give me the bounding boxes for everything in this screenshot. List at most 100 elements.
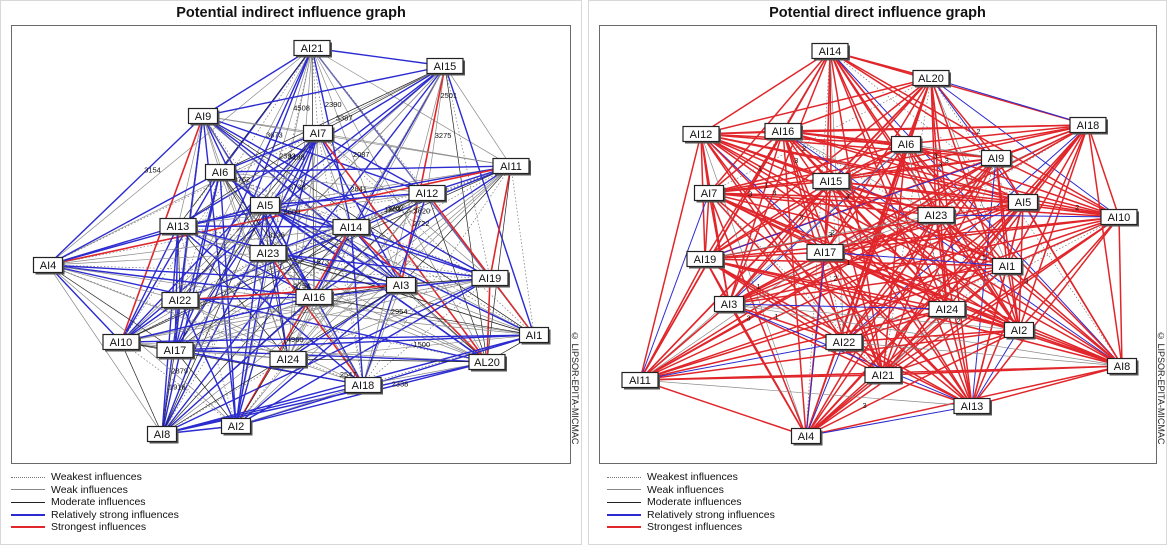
node-ai16[interactable]: AI16 bbox=[296, 290, 334, 307]
edge-weight-label: 3136 bbox=[268, 230, 285, 239]
node-label: AI14 bbox=[340, 222, 363, 234]
node-ai24[interactable]: AI24 bbox=[929, 302, 967, 319]
node-label: AI8 bbox=[154, 429, 171, 441]
node-ai22[interactable]: AI22 bbox=[162, 293, 200, 310]
node-ai10[interactable]: AI10 bbox=[1101, 210, 1139, 227]
node-ai7[interactable]: AI7 bbox=[695, 186, 726, 203]
legend-swatch-strongest bbox=[607, 526, 641, 528]
node-ai10[interactable]: AI10 bbox=[103, 335, 141, 352]
influence-edge bbox=[314, 297, 534, 335]
node-label: AI10 bbox=[1108, 212, 1131, 224]
node-label: AI18 bbox=[352, 380, 375, 392]
node-label: AL20 bbox=[474, 357, 500, 369]
node-label: AI2 bbox=[1011, 325, 1028, 337]
node-ai15[interactable]: AI15 bbox=[813, 174, 851, 191]
node-label: AI3 bbox=[393, 280, 410, 292]
node-label: AI24 bbox=[277, 354, 300, 366]
edge-weight-label: 4960 bbox=[287, 335, 304, 344]
influence-edge bbox=[312, 48, 511, 166]
edge-weight-label: 1573 bbox=[312, 257, 329, 266]
node-ai14[interactable]: AI14 bbox=[333, 220, 371, 237]
node-label: AI24 bbox=[936, 304, 959, 316]
node-ai1[interactable]: AI1 bbox=[993, 259, 1024, 276]
edge-weight-label: 3 bbox=[862, 401, 866, 410]
edge-weight-label: 2392 bbox=[279, 151, 296, 160]
node-ai1[interactable]: AI1 bbox=[520, 328, 551, 345]
node-ai22[interactable]: AI22 bbox=[826, 335, 864, 352]
node-label: AI12 bbox=[416, 188, 439, 200]
edge-weight-label: 1 bbox=[764, 181, 768, 190]
influence-edge bbox=[162, 362, 487, 434]
edge-weight-label: 1 bbox=[982, 253, 986, 262]
node-ai4[interactable]: AI4 bbox=[792, 429, 823, 446]
node-ai13[interactable]: AI13 bbox=[160, 219, 198, 236]
indirect-graph-legend: Weakest influences Weak influences Moder… bbox=[11, 471, 179, 534]
node-ai19[interactable]: AI19 bbox=[472, 271, 510, 288]
edge-weight-label: 3 bbox=[799, 212, 803, 221]
node-ai4[interactable]: AI4 bbox=[34, 258, 65, 275]
influence-edge bbox=[640, 380, 806, 436]
node-al20[interactable]: AL20 bbox=[469, 355, 507, 372]
indirect-graph-title: Potential indirect influence graph bbox=[1, 5, 581, 21]
edge-weight-label: 2501 bbox=[440, 91, 457, 100]
node-ai11[interactable]: AI11 bbox=[493, 159, 531, 176]
node-ai8[interactable]: AI8 bbox=[1108, 359, 1139, 376]
edge-weight-label: 3 bbox=[945, 156, 949, 165]
node-ai7[interactable]: AI7 bbox=[304, 126, 335, 143]
node-ai21[interactable]: AI21 bbox=[865, 368, 903, 385]
node-ai16[interactable]: AI16 bbox=[765, 124, 803, 141]
node-ai6[interactable]: AI6 bbox=[892, 137, 923, 154]
edge-weight-label: 1 bbox=[758, 164, 762, 173]
direct-graph-legend: Weakest influences Weak influences Moder… bbox=[607, 471, 775, 534]
influence-edge bbox=[445, 66, 511, 166]
node-ai17[interactable]: AI17 bbox=[807, 245, 845, 262]
node-ai19[interactable]: AI19 bbox=[687, 252, 725, 269]
node-label: AI6 bbox=[212, 167, 229, 179]
node-ai12[interactable]: AI12 bbox=[409, 186, 447, 203]
node-ai5[interactable]: AI5 bbox=[1009, 195, 1040, 212]
node-ai13[interactable]: AI13 bbox=[954, 399, 992, 416]
node-ai5[interactable]: AI5 bbox=[251, 198, 282, 215]
node-ai15[interactable]: AI15 bbox=[427, 59, 465, 76]
node-ai17[interactable]: AI17 bbox=[157, 343, 195, 360]
edge-weight-label: 3275 bbox=[435, 131, 452, 140]
node-ai2[interactable]: AI2 bbox=[1005, 323, 1036, 340]
edge-weight-label: 2338 bbox=[392, 379, 409, 388]
node-ai6[interactable]: AI6 bbox=[206, 165, 237, 182]
node-label: AI9 bbox=[195, 111, 212, 123]
legend-row-weakest: Weakest influences bbox=[607, 471, 775, 484]
node-ai12[interactable]: AI12 bbox=[683, 127, 721, 144]
direct-graph-copyright: © LIPSOR-EPITA-MICMAC bbox=[1156, 331, 1166, 444]
influence-edge bbox=[783, 78, 931, 131]
node-label: AI16 bbox=[772, 126, 795, 138]
legend-label-weak: Weak influences bbox=[51, 484, 128, 496]
node-ai9[interactable]: AI9 bbox=[189, 109, 220, 126]
node-label: AI19 bbox=[694, 254, 717, 266]
legend-label-relatively-strong: Relatively strong influences bbox=[51, 509, 179, 521]
node-label: AI21 bbox=[872, 370, 895, 382]
direct-graph-panel: Potential direct influence graph 3332333… bbox=[588, 0, 1167, 545]
node-ai23[interactable]: AI23 bbox=[918, 208, 956, 225]
node-ai24[interactable]: AI24 bbox=[270, 352, 308, 369]
influence-edge bbox=[729, 304, 806, 436]
node-ai18[interactable]: AI18 bbox=[1070, 118, 1108, 135]
influence-edge bbox=[972, 366, 1122, 406]
node-al20[interactable]: AL20 bbox=[913, 71, 951, 88]
edge-weight-label: 2879 bbox=[171, 366, 188, 375]
node-ai18[interactable]: AI18 bbox=[345, 378, 383, 395]
node-ai2[interactable]: AI2 bbox=[222, 419, 253, 436]
node-label: AI6 bbox=[898, 139, 915, 151]
node-ai23[interactable]: AI23 bbox=[250, 246, 288, 263]
node-ai14[interactable]: AI14 bbox=[812, 44, 850, 61]
node-ai8[interactable]: AI8 bbox=[148, 427, 179, 444]
node-ai9[interactable]: AI9 bbox=[982, 151, 1013, 168]
node-ai3[interactable]: AI3 bbox=[387, 278, 418, 295]
node-ai3[interactable]: AI3 bbox=[715, 297, 746, 314]
edge-weight-label: 3 bbox=[938, 161, 942, 170]
legend-swatch-relatively-strong bbox=[607, 514, 641, 516]
legend-row-moderate: Moderate influences bbox=[11, 496, 179, 509]
node-ai21[interactable]: AI21 bbox=[294, 41, 332, 58]
node-label: AI4 bbox=[798, 431, 815, 443]
edge-weight-label: 2 bbox=[1075, 203, 1079, 212]
node-ai11[interactable]: AI11 bbox=[622, 373, 660, 390]
